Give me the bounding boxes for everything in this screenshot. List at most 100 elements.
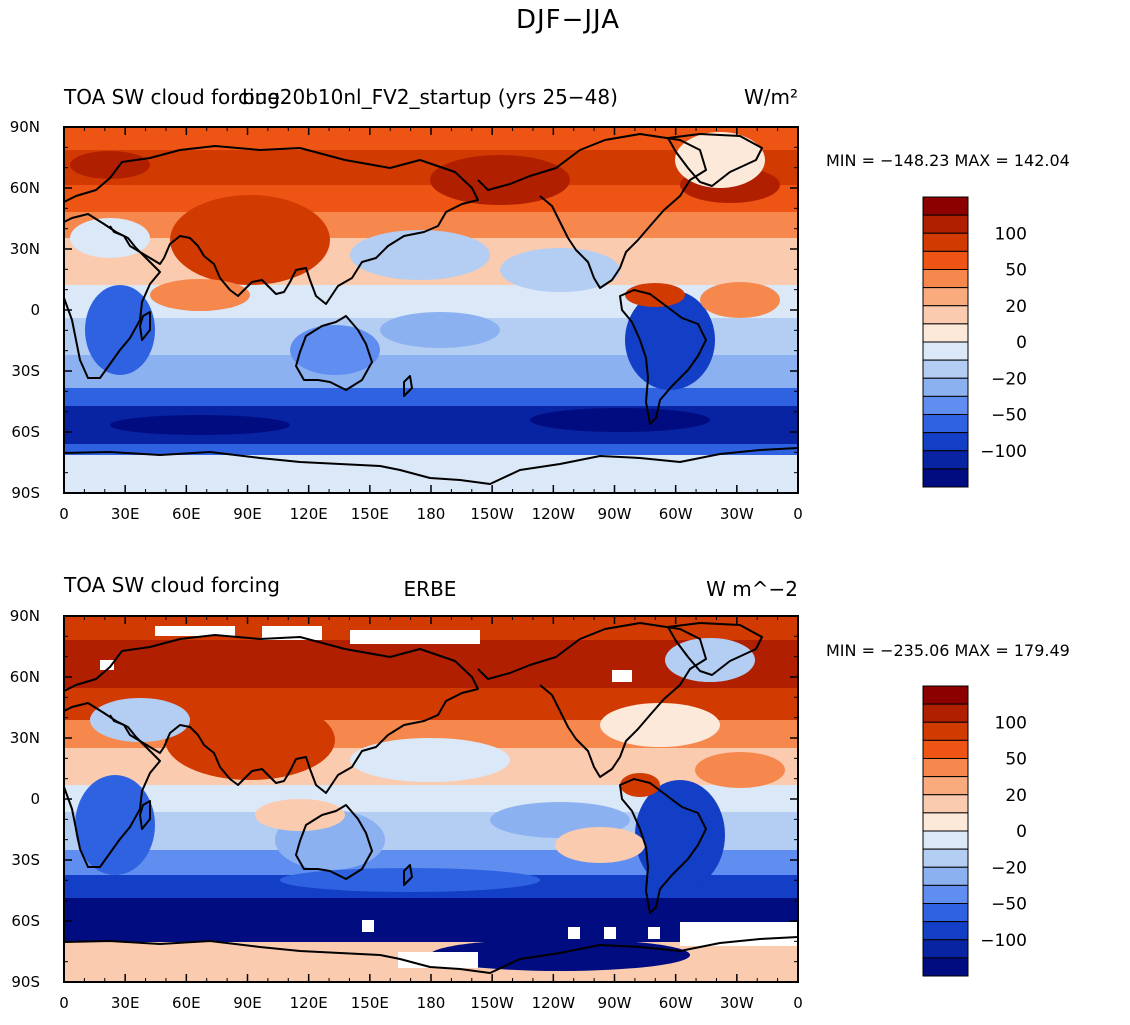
field-feature <box>695 752 785 788</box>
missing-cell <box>262 626 322 640</box>
colorbar: 100 50 20 0 −20 −50 −100 <box>922 685 1027 977</box>
field-feature <box>625 283 685 307</box>
panel-obs: TOA SW cloud forcing ERBE W m^−2 <box>10 573 1070 1012</box>
y-tick-label: 90N <box>10 607 40 625</box>
missing-cell <box>350 630 480 644</box>
colorbar-label: −50 <box>991 895 1027 915</box>
x-tick-label: 30E <box>111 994 140 1012</box>
x-tick-label: 90W <box>598 505 632 523</box>
min-max-label: MIN = −148.23 MAX = 142.04 <box>826 151 1070 170</box>
colorbar-swatch <box>922 341 969 361</box>
colorbar-label: −20 <box>991 369 1027 389</box>
field-feature <box>110 415 290 435</box>
colorbar-label: 100 <box>995 713 1027 733</box>
missing-cell <box>680 922 798 946</box>
colorbar-swatch <box>922 758 969 778</box>
coastline-greenland <box>667 622 763 676</box>
field-feature <box>290 325 380 375</box>
colorbar-swatch <box>922 739 969 759</box>
axis-labels: 0 30E 60E 90E 120E 150E 180 150W 120W 90W 60W 30W 0 9… <box>10 118 803 523</box>
y-tick-label: 30N <box>10 729 40 747</box>
x-tick-label: 0 <box>59 505 69 523</box>
field-feature <box>70 151 150 179</box>
missing-cell <box>604 927 616 939</box>
coastline-madagascar <box>139 311 151 341</box>
x-tick-label: 120E <box>290 505 328 523</box>
colorbar-swatch <box>922 884 969 904</box>
field-feature <box>555 827 645 863</box>
colorbar-swatch <box>922 305 969 325</box>
colorbar-swatch <box>922 721 969 741</box>
colorbar-label: −100 <box>980 931 1027 951</box>
field-feature <box>170 195 330 285</box>
colorbar-label: 0 <box>1016 333 1027 353</box>
field-feature <box>430 155 570 205</box>
field-feature <box>350 230 490 280</box>
y-tick-label: 0 <box>30 790 40 808</box>
colorbar-swatch <box>922 214 969 234</box>
panel-title-center: bue20b10nl_FV2_startup (yrs 25−48) <box>242 85 618 109</box>
axis-ticks <box>63 615 799 983</box>
colorbar-swatch <box>922 812 969 832</box>
field-feature <box>165 700 335 780</box>
x-tick-label: 0 <box>59 994 69 1012</box>
x-tick-label: 0 <box>793 994 803 1012</box>
colorbar-swatch <box>922 395 969 415</box>
x-tick-label: 150E <box>351 505 389 523</box>
field-feature <box>70 218 150 258</box>
missing-cell <box>362 920 374 932</box>
axis-labels: 0 30E 60E 90E 120E 150E 180 150W 120W 90W 60W 30W 0 9… <box>10 607 803 1012</box>
x-tick-label: 0 <box>793 505 803 523</box>
coastline-australia <box>295 804 373 880</box>
x-tick-label: 150W <box>470 505 514 523</box>
coastlines <box>64 133 798 485</box>
x-tick-label: 90E <box>233 505 262 523</box>
field-feature <box>530 408 710 432</box>
y-tick-label: 30S <box>11 362 40 380</box>
field-feature <box>620 773 660 797</box>
x-tick-label: 30E <box>111 505 140 523</box>
colorbar-label: 100 <box>995 224 1027 244</box>
colorbar: 100 50 20 0 −20 −50 −100 <box>922 196 1027 488</box>
coastlines <box>64 622 798 974</box>
coastline-new-zealand <box>403 864 413 886</box>
field-feature <box>700 282 780 318</box>
colorbar-swatch <box>922 450 969 470</box>
colorbar-swatch <box>922 866 969 886</box>
figure-title: DJF−JJA <box>516 5 620 35</box>
coastline-antarctica <box>64 447 798 485</box>
coastline-africa <box>64 213 161 379</box>
colorbar-swatch <box>922 903 969 923</box>
colorbar-swatch <box>922 468 969 488</box>
y-tick-label: 60N <box>10 179 40 197</box>
coastline-south-america <box>619 778 707 914</box>
colorbar-swatch <box>922 196 969 216</box>
x-tick-label: 120W <box>532 505 576 523</box>
min-max-label: MIN = −235.06 MAX = 179.49 <box>826 641 1070 660</box>
colorbar-swatch <box>922 848 969 868</box>
panel-title-units: W/m² <box>744 85 798 109</box>
contour-field <box>64 616 798 982</box>
field-feature <box>380 312 500 348</box>
x-tick-label: 60W <box>659 994 693 1012</box>
missing-data <box>100 626 798 968</box>
colorbar-swatch <box>922 794 969 814</box>
colorbar-swatch <box>922 685 969 705</box>
y-tick-label: 60S <box>11 912 40 930</box>
field-feature <box>255 799 345 831</box>
colorbar-swatch <box>922 921 969 941</box>
colorbar-swatch <box>922 414 969 434</box>
coastline-new-zealand <box>403 375 413 397</box>
y-tick-label: 30N <box>10 240 40 258</box>
colorbar-swatch <box>922 377 969 397</box>
colorbar-swatch <box>922 287 969 307</box>
panel-title-units: W m^−2 <box>706 577 798 601</box>
field-feature <box>150 279 250 311</box>
x-tick-label: 30W <box>720 994 754 1012</box>
missing-cell <box>568 927 580 939</box>
missing-cell <box>155 626 235 636</box>
x-tick-label: 60E <box>172 994 201 1012</box>
field-feature <box>600 703 720 747</box>
field-feature <box>350 738 510 782</box>
